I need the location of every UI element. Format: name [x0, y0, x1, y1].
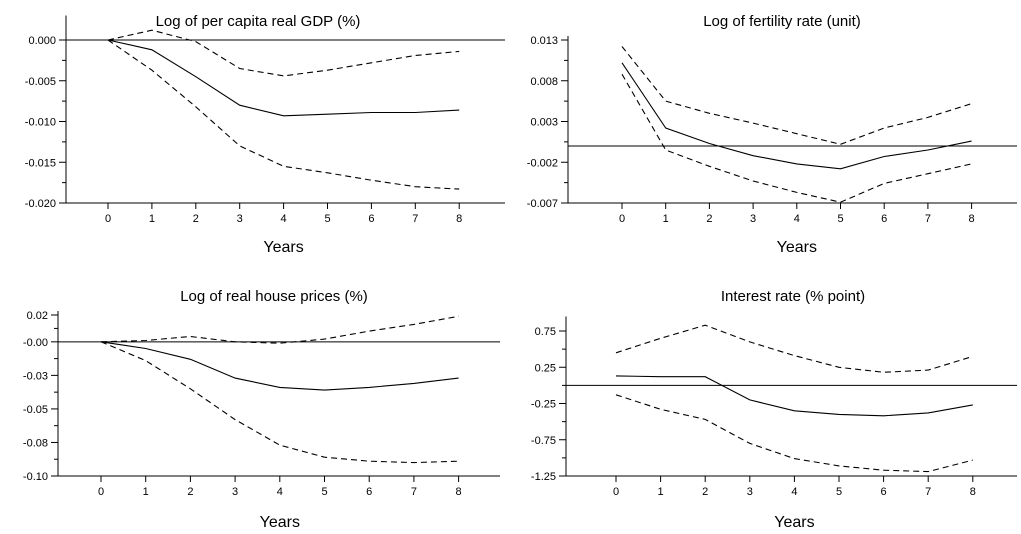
point-estimate-line — [615, 375, 973, 417]
confidence-band-line — [621, 73, 972, 203]
x-tick-label: 3 — [750, 213, 756, 225]
confidence-band-line — [615, 394, 973, 473]
x-tick-label: 2 — [706, 213, 712, 225]
y-tick-label: 0.02 — [27, 310, 48, 322]
x-tick-label: 0 — [613, 486, 619, 498]
x-axis-label: Years — [774, 514, 814, 531]
y-tick-label: -0.25 — [531, 399, 556, 411]
point-estimate-line — [621, 62, 972, 170]
x-axis-label: Years — [777, 239, 817, 256]
x-tick-label: 1 — [149, 213, 155, 225]
y-tick-label: 0.013 — [530, 35, 558, 47]
y-tick-label: -0.015 — [25, 157, 56, 169]
x-tick-label: 4 — [791, 486, 797, 498]
y-tick-label: -0.020 — [25, 198, 56, 210]
confidence-band-line — [100, 315, 459, 344]
x-axis-label: Years — [260, 514, 300, 531]
chart-title: Log of fertility rate (unit) — [703, 13, 861, 30]
x-tick-label: 2 — [187, 486, 193, 498]
x-tick-label: 1 — [663, 213, 669, 225]
point-estimate-line — [107, 39, 460, 117]
x-tick-label: 3 — [747, 486, 753, 498]
confidence-band-line — [107, 29, 460, 77]
x-tick-label: 3 — [232, 486, 238, 498]
y-tick-label: 0.003 — [530, 117, 558, 129]
y-tick-label: -0.05 — [23, 404, 48, 416]
x-tick-label: 7 — [411, 486, 417, 498]
x-tick-label: 8 — [456, 213, 462, 225]
y-tick-label: -0.10 — [23, 471, 48, 483]
x-tick-label: 5 — [321, 486, 327, 498]
x-tick-label: 7 — [925, 213, 931, 225]
chart-panel-1: Log of per capita real GDP (%) 0.000 -0.00… — [25, 13, 505, 256]
y-tick-label: -1.25 — [531, 471, 556, 483]
y-tick-label: 0.25 — [535, 362, 556, 374]
x-tick-label: 0 — [619, 213, 625, 225]
x-tick-label: 2 — [702, 486, 708, 498]
x-tick-label: 3 — [237, 213, 243, 225]
chart-panel-4: Interest rate (% point) 0.75 0.25 -0.25 -0.7… — [531, 288, 1017, 531]
x-tick-label: 6 — [368, 213, 374, 225]
y-tick-label: 0.75 — [535, 326, 556, 338]
x-tick-label: 0 — [98, 486, 104, 498]
x-tick-label: 6 — [366, 486, 372, 498]
x-tick-label: 5 — [837, 213, 843, 225]
x-tick-label: 7 — [925, 486, 931, 498]
chart-title: Interest rate (% point) — [721, 288, 865, 305]
x-tick-label: 4 — [277, 486, 283, 498]
chart-panel-3: Log of real house prices (%) 0.02 -0.00 -0.… — [23, 288, 500, 531]
y-tick-label: -0.00 — [23, 337, 48, 349]
y-tick-label: -0.08 — [23, 437, 48, 449]
x-tick-label: 0 — [105, 213, 111, 225]
y-tick-label: -0.010 — [25, 117, 56, 129]
x-tick-label: 4 — [794, 213, 800, 225]
x-tick-label: 1 — [658, 486, 664, 498]
x-tick-label: 8 — [970, 486, 976, 498]
chart-title: Log of real house prices (%) — [180, 288, 368, 305]
x-tick-label: 6 — [881, 486, 887, 498]
point-estimate-line — [100, 341, 459, 391]
x-tick-label: 4 — [281, 213, 287, 225]
x-tick-label: 5 — [324, 213, 330, 225]
chart-panel-2: Log of fertility rate (unit) 0.013 0.008 0.… — [527, 13, 1017, 256]
x-tick-label: 5 — [836, 486, 842, 498]
x-tick-label: 1 — [143, 486, 149, 498]
x-axis-label: Years — [263, 239, 303, 256]
chart-title: Log of per capita real GDP (%) — [156, 13, 361, 30]
x-tick-label: 2 — [193, 213, 199, 225]
y-tick-label: -0.002 — [527, 157, 558, 169]
y-tick-label: -0.007 — [527, 198, 558, 210]
x-tick-label: 8 — [969, 213, 975, 225]
y-tick-label: 0.008 — [530, 76, 558, 88]
y-tick-label: 0.000 — [28, 35, 56, 47]
x-tick-label: 6 — [881, 213, 887, 225]
y-tick-label: -0.005 — [25, 76, 56, 88]
confidence-band-line — [100, 341, 459, 464]
x-tick-label: 8 — [456, 486, 462, 498]
confidence-band-line — [107, 39, 460, 190]
confidence-band-line — [615, 324, 973, 373]
x-tick-label: 7 — [412, 213, 418, 225]
y-tick-label: -0.03 — [23, 370, 48, 382]
confidence-band-line — [621, 46, 972, 145]
y-tick-label: -0.75 — [531, 435, 556, 447]
